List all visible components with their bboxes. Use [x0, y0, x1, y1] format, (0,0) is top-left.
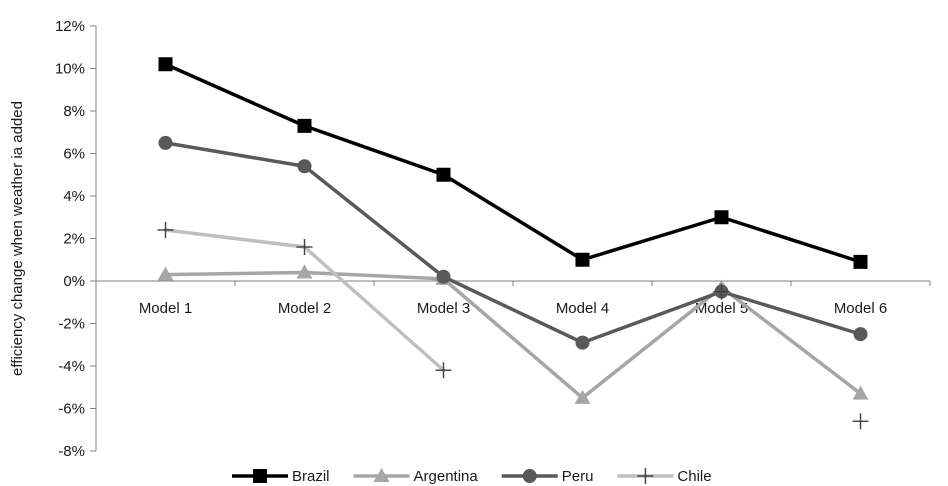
legend-label: Peru: [562, 468, 594, 485]
series-line-peru: [441, 275, 585, 345]
data-point-brazil: [158, 57, 173, 72]
legend-marker: [253, 469, 267, 483]
y-axis-label: efficiency change when weather ia added: [9, 101, 26, 376]
legend: Brazil Argentina Peru Chile: [232, 468, 712, 485]
y-axis-ticks: -8% -6% -4% -2% 0% 2% 4% 6% 8% 10% 12%: [55, 18, 96, 460]
series-points-peru: [158, 135, 868, 350]
y-tick-label: -6%: [58, 401, 85, 418]
series-line-brazil: [719, 215, 863, 264]
legend-marker: [522, 469, 537, 483]
y-tick-label: -8%: [58, 443, 85, 460]
series-line-argentina: [302, 270, 446, 281]
series-line-peru: [719, 289, 863, 336]
data-point-peru: [297, 159, 312, 174]
series-line-chile: [163, 228, 307, 249]
x-tick-label: Model 6: [834, 300, 887, 317]
legend-label: Brazil: [292, 468, 330, 485]
series-line-brazil: [302, 124, 446, 177]
series-line-brazil: [441, 173, 585, 262]
y-tick-label: 6%: [63, 146, 85, 163]
series-line-brazil: [163, 62, 307, 128]
series-line-brazil: [580, 215, 724, 262]
series-line-peru: [302, 164, 446, 279]
x-tick-label: Model 2: [278, 300, 331, 317]
legend-item-brazil: Brazil: [232, 468, 330, 485]
series-lines: [163, 62, 863, 400]
series-points-brazil: [158, 57, 868, 269]
legend-item-chile: Chile: [617, 468, 712, 485]
legend-label: Argentina: [414, 468, 479, 485]
data-point-peru: [853, 327, 868, 342]
data-point-argentina: [157, 266, 174, 281]
data-point-argentina: [574, 389, 591, 404]
x-axis-ticks: Model 1 Model 2 Model 3 Model 4 Model 5 Model…: [95, 281, 931, 317]
y-tick-label: 12%: [55, 18, 85, 35]
y-tick-label: -4%: [58, 358, 85, 375]
x-tick-label: Model 1: [139, 300, 192, 317]
series-line-argentina: [441, 277, 585, 400]
data-point-brazil: [853, 254, 868, 269]
y-tick-label: -2%: [58, 316, 85, 333]
legend-label: Chile: [677, 468, 711, 485]
legend-item-peru: Peru: [501, 468, 594, 485]
series-points-chile: [157, 222, 869, 430]
series-line-argentina: [163, 270, 307, 277]
data-point-peru: [575, 335, 590, 350]
data-point-chile: [713, 283, 730, 300]
data-point-brazil: [714, 210, 729, 225]
series-markers: [157, 57, 869, 430]
legend-item-argentina: Argentina: [353, 468, 479, 485]
series-line-peru: [580, 289, 724, 345]
x-tick-label: Model 3: [417, 300, 470, 317]
y-tick-label: 10%: [55, 61, 85, 78]
series-line-peru: [163, 141, 307, 168]
series-line-argentina: [580, 285, 724, 400]
series-line-argentina: [719, 285, 863, 396]
data-point-brazil: [297, 118, 312, 133]
data-point-peru: [158, 135, 173, 150]
data-point-chile: [157, 222, 174, 238]
data-point-argentina: [296, 264, 313, 279]
y-tick-label: 8%: [63, 103, 85, 120]
data-point-brazil: [436, 167, 451, 182]
y-tick-label: 0%: [63, 273, 85, 290]
series-line-chile: [302, 245, 446, 372]
data-point-argentina: [852, 385, 869, 400]
x-tick-label: Model 5: [695, 300, 748, 317]
data-point-chile: [296, 239, 313, 255]
y-tick-label: 2%: [63, 231, 85, 248]
y-tick-label: 4%: [63, 188, 85, 205]
x-tick-label: Model 4: [556, 300, 609, 317]
data-point-brazil: [575, 252, 590, 267]
data-point-peru: [436, 269, 451, 284]
data-point-chile: [852, 413, 869, 430]
legend-marker: [637, 468, 654, 484]
data-point-chile: [435, 362, 452, 379]
legend-marker: [373, 468, 390, 482]
